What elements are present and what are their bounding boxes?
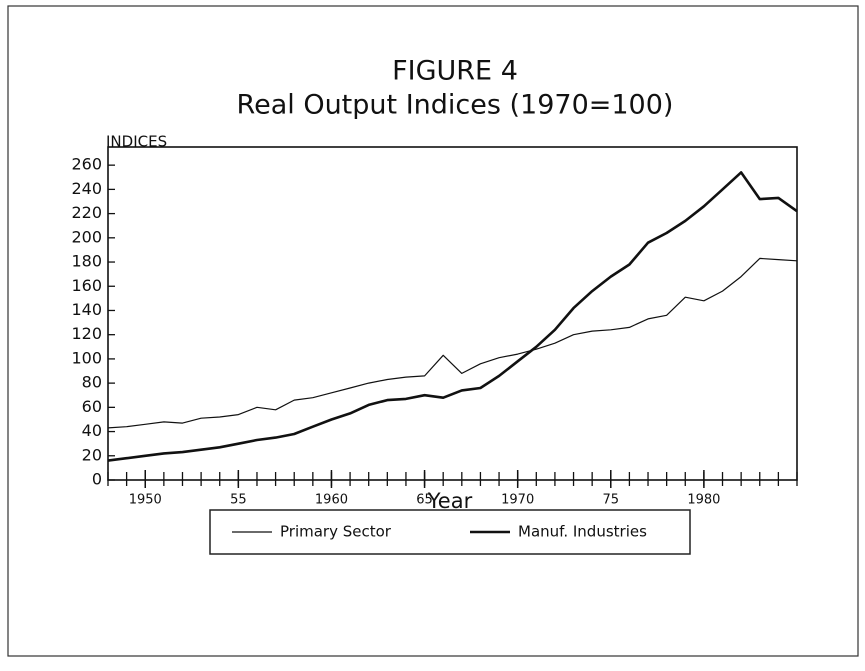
y-tick-label: 0 <box>92 470 102 489</box>
y-tick-label: 240 <box>71 179 102 198</box>
y-tick-label: 100 <box>71 348 102 367</box>
x-tick-label: 55 <box>230 493 247 508</box>
x-axis-label: Year <box>427 489 473 513</box>
x-tick-label: 65 <box>416 493 433 508</box>
y-tick-label: 40 <box>82 421 102 440</box>
chart-subtitle: Real Output Indices (1970=100) <box>237 90 674 121</box>
series-line <box>107 171 798 462</box>
chart-title: FIGURE 4 <box>392 56 518 87</box>
y-tick-label: 220 <box>71 203 102 222</box>
legend-label: Manuf. Industries <box>518 523 647 541</box>
x-tick-label: 1950 <box>129 493 162 508</box>
x-tick-label: 1970 <box>501 493 534 508</box>
y-tick-label: 80 <box>82 373 102 392</box>
series-line <box>107 257 798 429</box>
y-tick-label: 260 <box>71 155 102 174</box>
y-tick-label: 160 <box>71 276 102 295</box>
x-tick-label: 1960 <box>315 493 348 508</box>
y-tick-label: 140 <box>71 300 102 319</box>
y-tick-label: 180 <box>71 252 102 271</box>
y-tick-label: 60 <box>82 397 102 416</box>
x-tick-label: 75 <box>603 493 620 508</box>
page-frame <box>7 5 859 657</box>
y-tick-label: 200 <box>71 227 102 246</box>
y-axis-label: INDICES <box>106 133 167 151</box>
plot-frame <box>107 146 798 481</box>
legend-label: Primary Sector <box>280 523 392 541</box>
legend-box <box>209 509 691 555</box>
x-tick-label: 1980 <box>687 493 720 508</box>
y-tick-label: 120 <box>71 324 102 343</box>
y-tick-label: 20 <box>82 445 102 464</box>
